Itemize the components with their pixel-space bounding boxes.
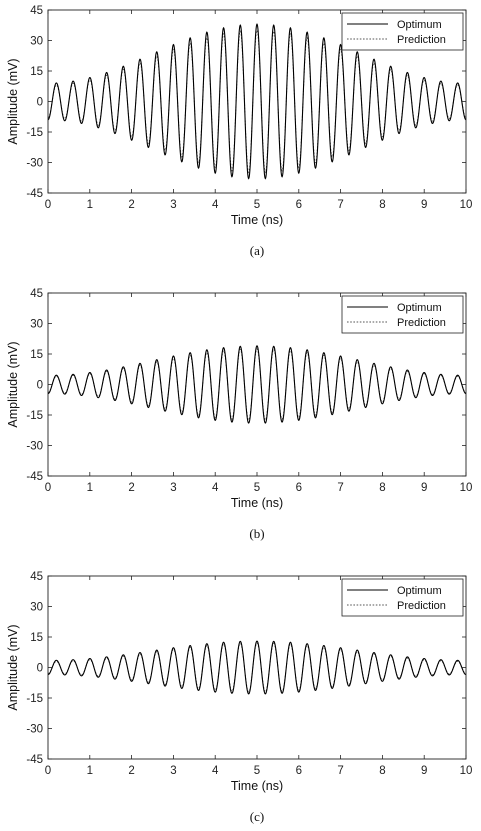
x-tick-label: 4 [212,482,219,494]
x-tick-label: 5 [254,765,260,777]
x-tick-label: 7 [337,199,343,211]
x-tick-label: 9 [421,199,427,211]
legend-label-optimum: Optimum [397,585,442,597]
x-tick-label: 7 [337,482,343,494]
y-axis-label: Amplitude (mV) [6,341,20,427]
x-tick-label: 8 [379,199,385,211]
x-tick-label: 0 [45,199,51,211]
x-tick-label: 6 [296,765,302,777]
y-tick-label: 15 [30,66,43,78]
series-line-optimum [47,345,467,424]
series-line-optimum [47,23,467,180]
x-tick-label: 6 [296,482,302,494]
y-tick-label: -30 [26,724,43,736]
y-tick-label: 0 [37,380,43,392]
y-tick-label: -15 [26,693,43,705]
legend-label-prediction: Prediction [397,34,446,46]
legend-box [341,578,464,617]
x-tick-label: 5 [254,199,260,211]
legend-label-prediction: Prediction [397,317,446,329]
legend: Optimum Prediction [341,295,464,334]
y-tick-label: 45 [30,288,43,300]
series-line-optimum [47,640,467,695]
x-tick-label: 10 [460,765,473,777]
x-tick-label: 7 [337,765,343,777]
y-tick-label: -15 [26,127,43,139]
panel-caption: (c) [250,809,264,824]
y-tick-label: -45 [26,471,43,483]
y-axis-label: Amplitude (mV) [6,624,20,710]
x-tick-label: 1 [87,765,93,777]
y-tick-label: -30 [26,158,43,170]
x-axis-label: Time (ns) [231,496,283,510]
x-tick-label: 4 [212,765,219,777]
x-tick-label: 1 [87,199,93,211]
y-tick-label: 0 [37,97,43,109]
panel-caption: (b) [249,526,264,541]
panel-caption: (a) [250,243,264,258]
x-tick-label: 9 [421,482,427,494]
y-tick-label: -15 [26,410,43,422]
x-tick-label: 8 [379,765,385,777]
x-tick-label: 0 [45,482,51,494]
x-tick-label: 3 [170,199,176,211]
y-tick-label: -30 [26,441,43,453]
x-tick-label: 3 [170,765,176,777]
x-tick-label: 2 [128,765,134,777]
y-tick-label: 0 [37,663,43,675]
y-tick-label: 30 [30,319,43,331]
x-tick-label: 2 [128,482,134,494]
x-axis-label: Time (ns) [231,213,283,227]
x-tick-label: 3 [170,482,176,494]
x-tick-label: 6 [296,199,302,211]
y-tick-label: 45 [30,571,43,583]
x-tick-label: 10 [460,199,473,211]
y-tick-label: 45 [30,5,43,17]
y-tick-label: 15 [30,632,43,644]
y-tick-label: -45 [26,754,43,766]
y-axis-label: Amplitude (mV) [6,58,20,144]
legend: Optimum Prediction [341,12,464,51]
x-tick-label: 2 [128,199,134,211]
y-tick-label: 30 [30,36,43,48]
legend-box [341,295,464,334]
x-tick-label: 4 [212,199,219,211]
legend-label-prediction: Prediction [397,600,446,612]
x-tick-label: 1 [87,482,93,494]
x-tick-label: 0 [45,765,51,777]
y-tick-label: 30 [30,602,43,614]
legend-box [341,12,464,51]
y-tick-label: 15 [30,349,43,361]
x-axis-label: Time (ns) [231,779,283,793]
x-tick-label: 8 [379,482,385,494]
x-tick-label: 9 [421,765,427,777]
y-tick-label: -45 [26,188,43,200]
x-tick-label: 10 [460,482,473,494]
legend: Optimum Prediction [341,578,464,617]
legend-label-optimum: Optimum [397,19,442,31]
legend-label-optimum: Optimum [397,302,442,314]
x-tick-label: 5 [254,482,260,494]
